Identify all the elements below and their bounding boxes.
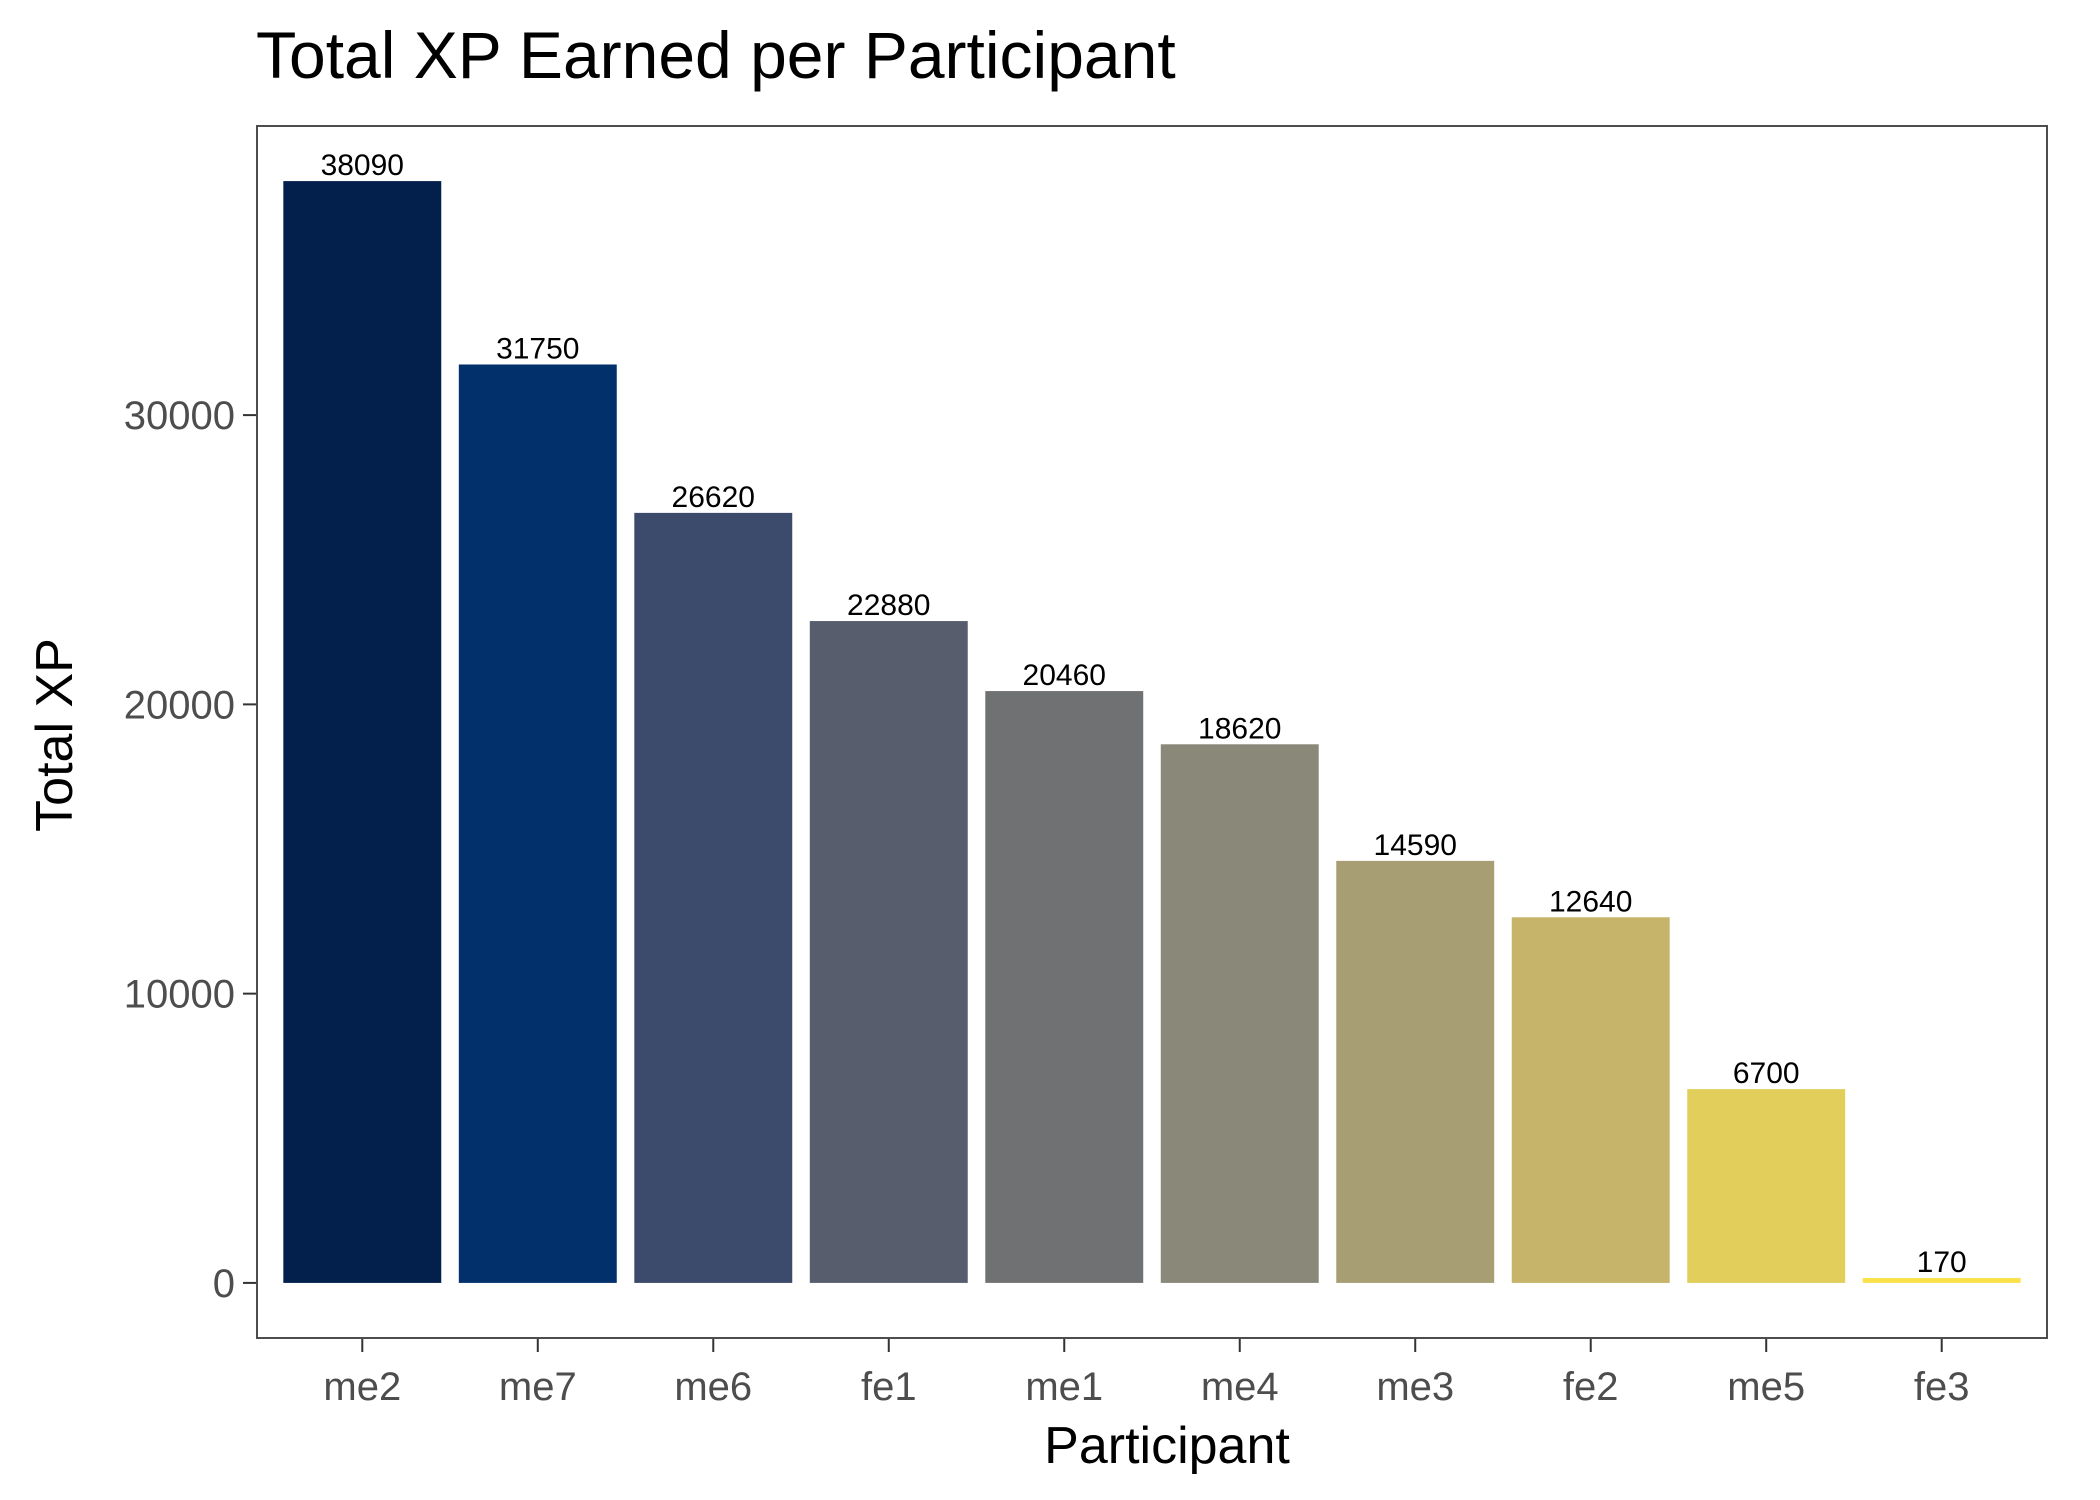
bar-me4	[1160, 744, 1319, 1283]
bar-me3	[1336, 860, 1495, 1283]
data-labels-layer: 38090 31750 26620 22880 20460 18620 14590 12640…	[321, 149, 1967, 1279]
chart-title: Total XP Earned per Participant	[256, 18, 1176, 92]
x-tick-label-me4: me4	[1201, 1365, 1279, 1409]
bar-me2	[283, 181, 442, 1283]
x-tick-label-me1: me1	[1025, 1365, 1103, 1409]
x-tick-label-me6: me6	[674, 1365, 752, 1409]
data-label-me6: 26620	[672, 481, 755, 514]
y-tick-label: 20000	[124, 683, 235, 727]
x-tick-label-me3: me3	[1376, 1365, 1454, 1409]
x-tick-label-me2: me2	[323, 1365, 401, 1409]
y-tick-label: 30000	[124, 394, 235, 438]
x-axis: me2 me7 me6 fe1 me1 me4 me3 fe2 me5 fe3	[323, 1338, 1970, 1409]
bar-me5	[1687, 1089, 1846, 1283]
x-tick-label-me7: me7	[499, 1365, 577, 1409]
x-tick-label-me5: me5	[1727, 1365, 1805, 1409]
x-tick-label-fe1: fe1	[861, 1365, 917, 1409]
data-label-fe1: 22880	[847, 589, 930, 622]
y-tick-label: 10000	[124, 973, 235, 1017]
x-tick-label-fe2: fe2	[1563, 1365, 1619, 1409]
data-label-me7: 31750	[496, 332, 579, 365]
plot-panel-border	[256, 125, 2048, 1339]
x-axis-title: Participant	[1044, 1417, 1290, 1475]
data-label-me5: 6700	[1733, 1057, 1800, 1090]
bar-me6	[634, 512, 793, 1283]
bar-fe2	[1511, 917, 1670, 1283]
data-label-me4: 18620	[1198, 712, 1281, 745]
data-label-me1: 20460	[1023, 659, 1106, 692]
bar-me1	[985, 691, 1144, 1283]
data-label-fe3: 170	[1917, 1246, 1967, 1279]
y-tick-label: 0	[213, 1262, 235, 1306]
data-label-me2: 38090	[321, 149, 404, 182]
bars-layer	[283, 181, 2021, 1283]
bar-fe1	[809, 621, 968, 1283]
x-tick-label-fe3: fe3	[1914, 1365, 1970, 1409]
y-axis-title: Total XP	[26, 638, 84, 832]
data-label-me3: 14590	[1374, 829, 1457, 862]
bar-me7	[458, 364, 617, 1283]
data-label-fe2: 12640	[1549, 885, 1632, 918]
bar-fe3	[1862, 1277, 2021, 1283]
y-axis: 0 10000 20000 30000	[124, 394, 257, 1306]
